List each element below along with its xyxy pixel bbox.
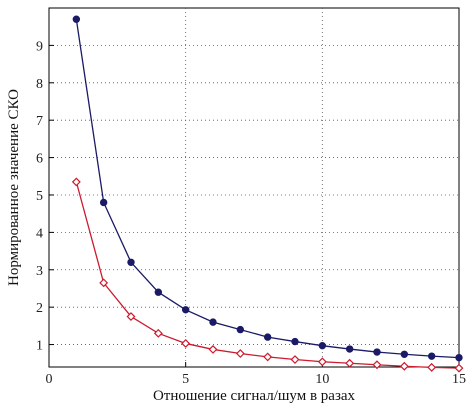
series-2-point [290, 355, 300, 364]
series-1-point [291, 337, 299, 346]
series-1-point [209, 318, 217, 326]
y-tick-label: 3 [36, 264, 43, 279]
series-1-point [455, 353, 463, 362]
series-2-point [235, 349, 245, 358]
series-1-point [99, 198, 108, 207]
x-tick-label: 10 [315, 372, 329, 387]
series-2-point [153, 328, 163, 338]
series-2-point [71, 177, 81, 187]
x-tick-label: 0 [46, 372, 53, 387]
series-2-point [427, 362, 437, 372]
series-1-point [427, 352, 436, 360]
plot-area [48, 7, 460, 368]
series-1-point [154, 288, 163, 296]
series-2-point [372, 360, 382, 370]
series-1-point [236, 325, 245, 334]
series-2-point [399, 361, 409, 371]
series-1-point [263, 333, 272, 341]
y-tick-label: 6 [36, 152, 43, 167]
series-2-point [208, 344, 218, 354]
y-axis-label: Нормированное значение СКО [6, 89, 22, 286]
series-2-point [345, 358, 355, 368]
series-1-point [72, 15, 81, 23]
x-tick-label: 15 [452, 372, 466, 387]
y-tick-label: 1 [36, 339, 43, 354]
series-1-point [181, 306, 190, 314]
y-tick-label: 5 [36, 189, 43, 204]
series-1-point [318, 341, 327, 350]
x-axis-label: Отношение сигнал/шум в разах [153, 388, 356, 404]
y-tick-label: 7 [36, 114, 43, 129]
series-2-point [317, 357, 327, 367]
x-axis-ticks: 0 5 10 15 [46, 362, 466, 387]
series-2-point [99, 278, 109, 288]
series-2-point [181, 338, 191, 348]
y-axis-ticks: 1 2 3 4 5 6 7 8 9 [36, 39, 54, 354]
y-tick-label: 8 [36, 77, 43, 92]
series-group [71, 15, 464, 373]
y-tick-label: 4 [36, 226, 43, 241]
series-1-point [373, 348, 381, 356]
series-1-point [127, 258, 135, 266]
y-tick-label: 9 [36, 39, 43, 54]
series-2-point [263, 352, 273, 362]
series-2-point [126, 312, 136, 321]
y-tick-label: 2 [36, 301, 43, 316]
series-1-point [345, 345, 354, 353]
x-tick-label: 5 [182, 372, 189, 387]
series-2-point [454, 363, 464, 373]
series-1-point [400, 350, 409, 358]
